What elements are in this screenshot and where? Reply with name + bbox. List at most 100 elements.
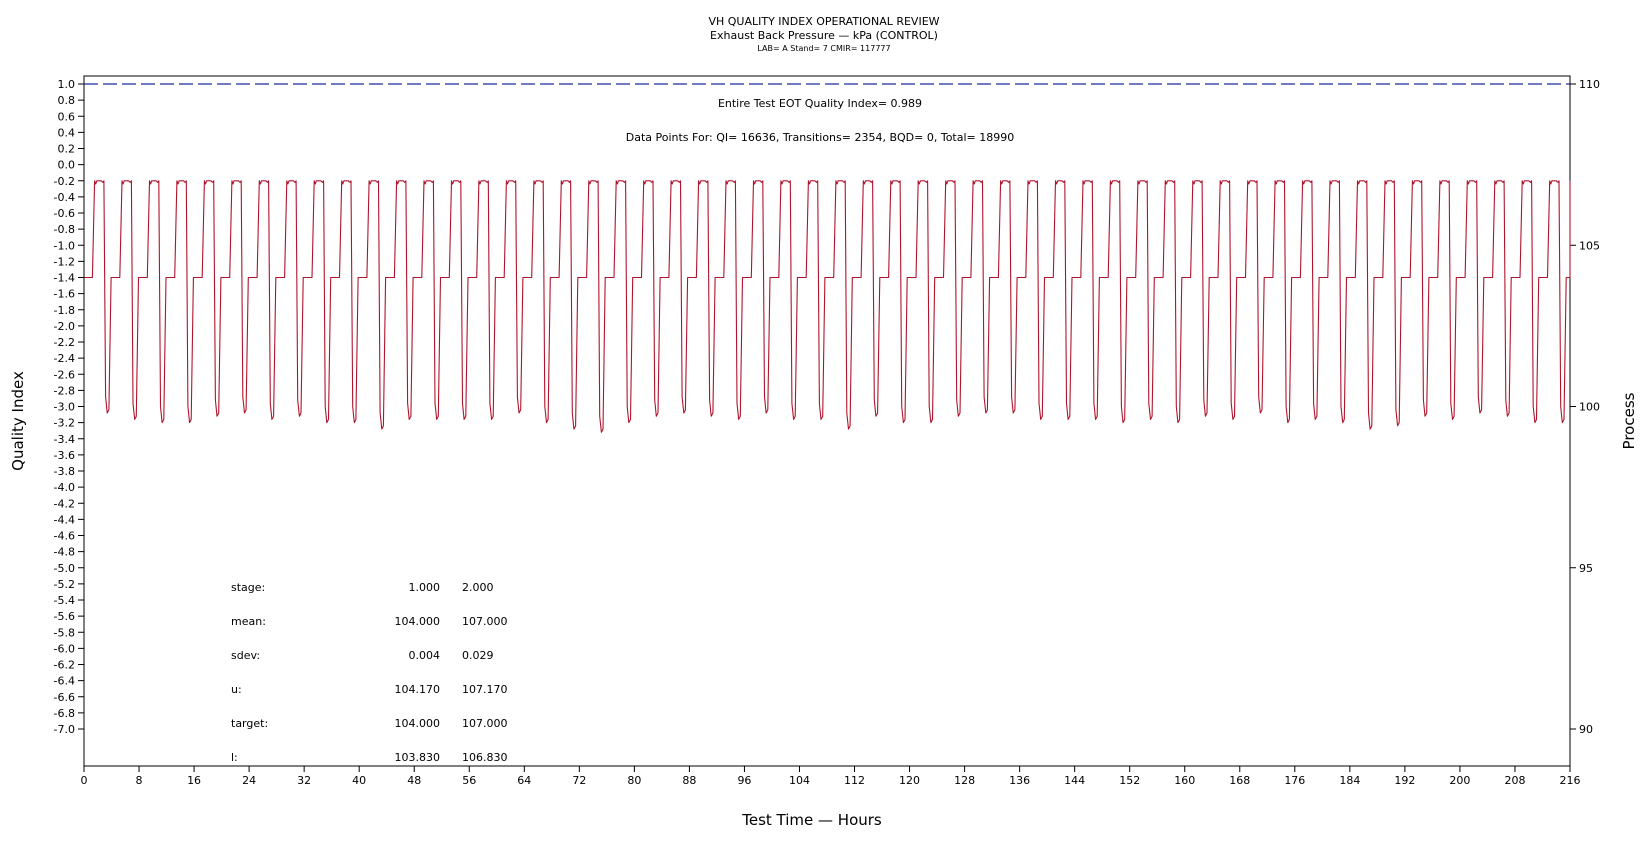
y-left-tick-label: -5.2	[54, 578, 75, 591]
y-left-tick-label: -1.4	[54, 272, 75, 285]
y-left-tick-label: 0.4	[58, 126, 76, 139]
y-left-tick-label: -6.0	[54, 642, 75, 655]
y-left-tick-label: 0.6	[58, 110, 76, 123]
y-left-axis-title: Quality Index	[9, 371, 27, 471]
y-left-tick-label: -0.8	[54, 223, 75, 236]
x-tick-label: 144	[1064, 774, 1085, 787]
y-left-tick-label: -3.6	[54, 449, 75, 462]
x-tick-label: 112	[844, 774, 865, 787]
stats-row-value-2: 107.000	[462, 717, 508, 730]
x-axis-ticks: 0 8 16 24 32 40 48 56 64 72 80 88 96 104 112 120 128 136 1…	[81, 766, 1581, 787]
series-layer	[84, 83, 1571, 433]
stats-row-value-1: 0.004	[409, 649, 441, 662]
y-left-axis-ticks: 1.0 0.8 0.6 0.4 0.2 0.0 -0.2 -0.4 -0.6 -0.8 -1.0 -1…	[54, 78, 84, 736]
y-left-tick-label: -5.6	[54, 610, 75, 623]
y-left-tick-label: 0.0	[58, 159, 76, 172]
x-tick-label: 152	[1119, 774, 1140, 787]
y-left-tick-label: -2.6	[54, 368, 75, 381]
x-tick-label: 24	[242, 774, 256, 787]
y-right-axis-title: Process	[1620, 392, 1638, 449]
stats-row-value-2: 0.029	[462, 649, 494, 662]
x-tick-label: 8	[136, 774, 143, 787]
stats-row-label: sdev:	[231, 649, 260, 662]
y-left-tick-label: -5.0	[54, 562, 75, 575]
x-tick-label: 0	[81, 774, 88, 787]
y-left-tick-label: -5.4	[54, 594, 75, 607]
y-left-tick-label: -3.4	[54, 433, 75, 446]
chart-subtitle-stand: LAB= A Stand= 7 CMIR= 117777	[757, 44, 890, 53]
y-left-tick-label: -4.8	[54, 546, 75, 559]
x-tick-label: 16	[187, 774, 201, 787]
y-left-tick-label: -3.0	[54, 401, 75, 414]
x-tick-label: 48	[407, 774, 421, 787]
x-tick-label: 40	[352, 774, 366, 787]
chart-subtitle: Exhaust Back Pressure — kPa (CONTROL)	[710, 29, 938, 42]
y-right-tick-label: 90	[1579, 723, 1593, 736]
y-left-tick-label: -5.8	[54, 626, 75, 639]
stats-row-value-1: 104.000	[395, 717, 441, 730]
plot-frame	[83, 75, 1571, 767]
stats-row-label: u:	[231, 683, 242, 696]
stats-row-value-2: 107.000	[462, 615, 508, 628]
y-right-tick-label: 95	[1579, 562, 1593, 575]
y-right-tick-label: 110	[1579, 78, 1600, 91]
y-left-tick-label: -0.4	[54, 191, 75, 204]
y-left-tick-label: -0.2	[54, 175, 75, 188]
y-left-tick-label: -6.4	[54, 675, 75, 688]
process-series-line	[84, 180, 1571, 433]
stats-row-value-1: 1.000	[409, 581, 441, 594]
stats-row-label: l:	[231, 751, 238, 764]
x-tick-label: 64	[517, 774, 531, 787]
x-tick-label: 168	[1229, 774, 1250, 787]
stats-row-label: target:	[231, 717, 268, 730]
y-left-tick-label: -0.6	[54, 207, 75, 220]
x-tick-label: 192	[1394, 774, 1415, 787]
y-right-tick-label: 100	[1579, 401, 1600, 414]
y-left-tick-label: -2.8	[54, 384, 75, 397]
stats-row-value-1: 104.000	[395, 615, 441, 628]
y-left-tick-label: 1.0	[58, 78, 76, 91]
x-tick-label: 176	[1284, 774, 1305, 787]
x-tick-label: 160	[1174, 774, 1195, 787]
stats-row-value-2: 2.000	[462, 581, 494, 594]
x-tick-label: 72	[572, 774, 586, 787]
x-tick-label: 184	[1339, 774, 1360, 787]
y-right-axis-ticks: 110 105 100 95 90	[1570, 78, 1600, 736]
y-left-tick-label: -2.4	[54, 352, 75, 365]
x-tick-label: 80	[627, 774, 641, 787]
y-left-tick-label: -3.2	[54, 417, 75, 430]
y-left-tick-label: 0.8	[58, 94, 76, 107]
x-tick-label: 32	[297, 774, 311, 787]
x-axis-title: Test Time — Hours	[741, 811, 882, 829]
x-tick-label: 88	[682, 774, 696, 787]
stats-row-label: stage:	[231, 581, 265, 594]
x-tick-label: 56	[462, 774, 476, 787]
y-left-tick-label: -1.0	[54, 239, 75, 252]
y-left-tick-label: -4.2	[54, 497, 75, 510]
y-left-tick-label: -2.0	[54, 320, 75, 333]
stats-row-value-1: 104.170	[395, 683, 441, 696]
y-left-tick-label: -1.8	[54, 304, 75, 317]
stats-table: stage: 1.000 2.000 mean: 104.000 107.000 sdev:…	[231, 581, 508, 764]
y-left-tick-label: -7.0	[54, 723, 75, 736]
stats-row-value-2: 106.830	[462, 751, 508, 764]
y-left-tick-label: -2.2	[54, 336, 75, 349]
chart-title: VH QUALITY INDEX OPERATIONAL REVIEW	[708, 15, 939, 28]
y-left-tick-label: -6.2	[54, 659, 75, 672]
x-tick-label: 120	[899, 774, 920, 787]
y-left-tick-label: -4.0	[54, 481, 75, 494]
y-left-tick-label: -6.6	[54, 691, 75, 704]
y-left-tick-label: -4.4	[54, 513, 75, 526]
y-left-tick-label: -1.2	[54, 255, 75, 268]
y-left-tick-label: -4.6	[54, 530, 75, 543]
x-tick-label: 216	[1560, 774, 1581, 787]
stats-row-value-2: 107.170	[462, 683, 508, 696]
stats-row-label: mean:	[231, 615, 266, 628]
y-left-tick-label: -6.8	[54, 707, 75, 720]
x-tick-label: 208	[1504, 774, 1525, 787]
y-left-tick-label: -3.8	[54, 465, 75, 478]
stats-row-value-1: 103.830	[395, 751, 441, 764]
y-left-tick-label: 0.2	[58, 143, 76, 156]
y-left-tick-label: -1.6	[54, 288, 75, 301]
data-points-note: Data Points For: QI= 16636, Transitions=…	[626, 131, 1015, 144]
